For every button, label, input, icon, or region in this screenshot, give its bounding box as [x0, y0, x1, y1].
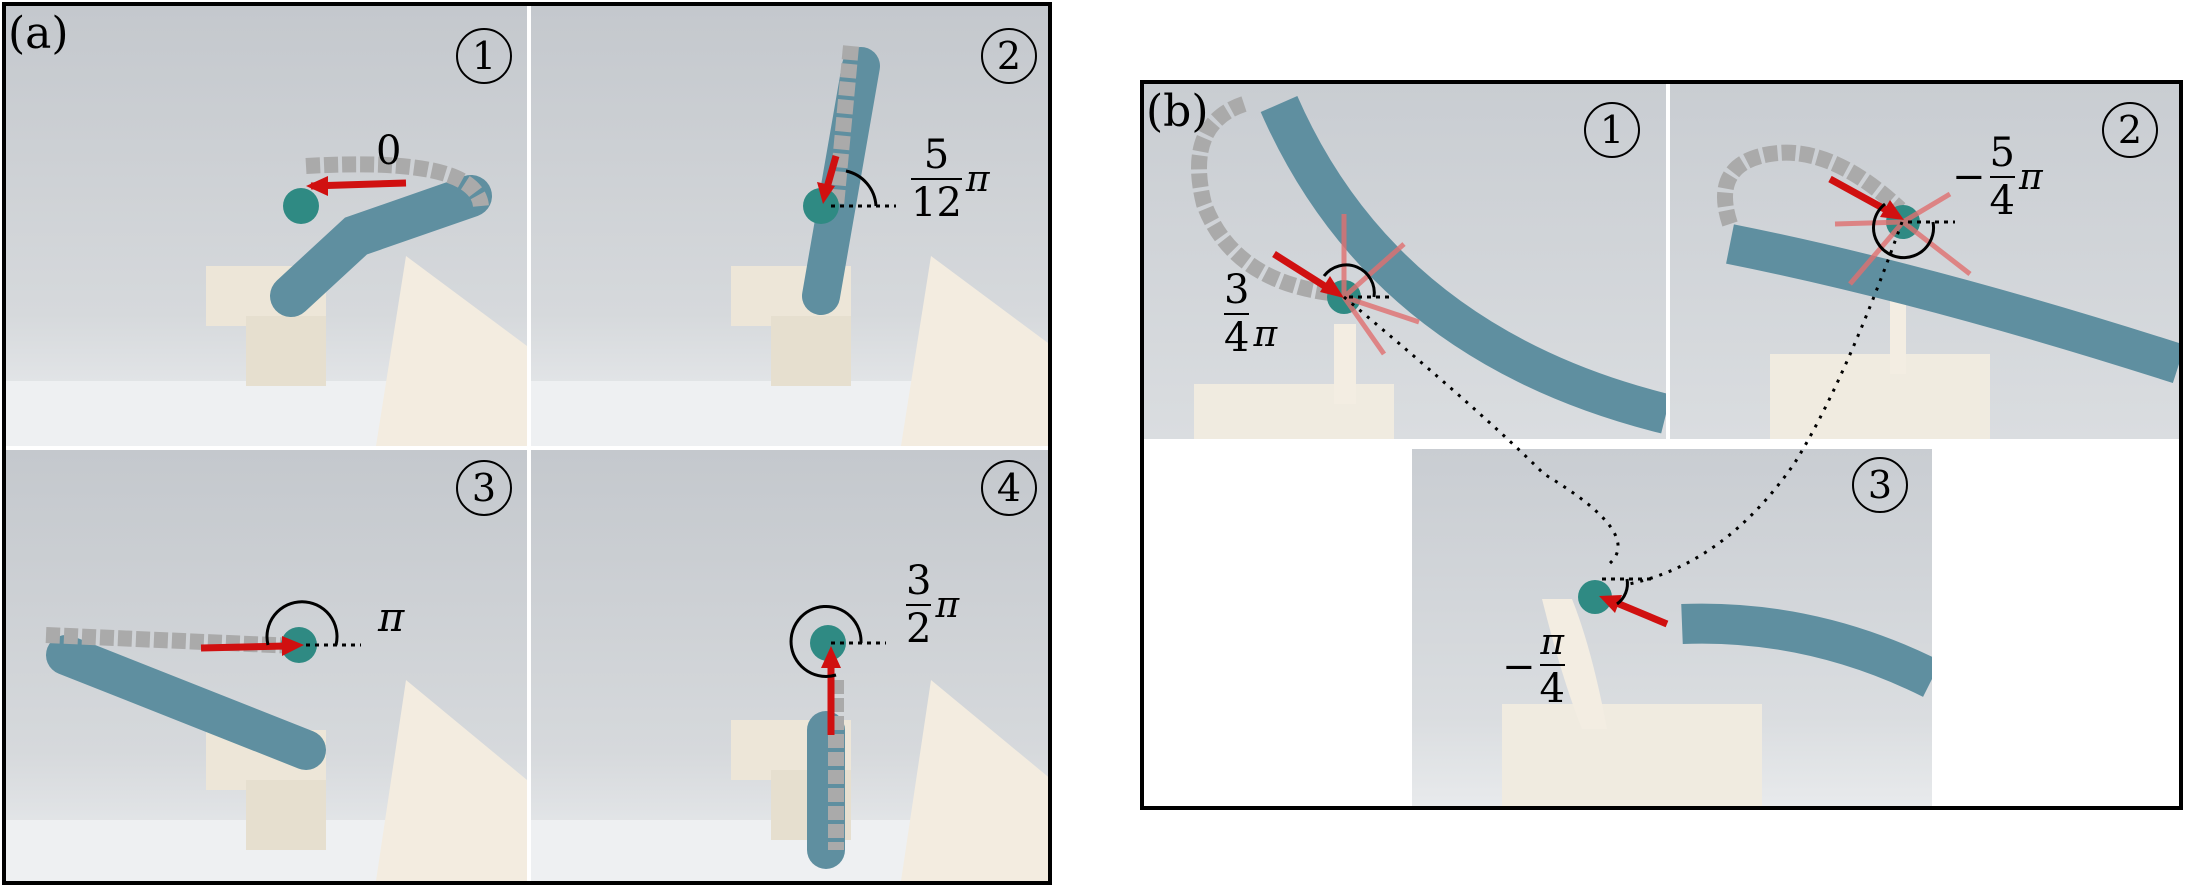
photo-b3-scene — [1502, 577, 1932, 806]
angle-sign-b2: − — [1952, 154, 1986, 200]
angle-pi-a4: π — [935, 584, 960, 626]
subpanel-number-b3: 3 — [1852, 457, 1908, 513]
angle-numerator-b1: 3 — [1224, 267, 1250, 313]
angle-label-b3: − π 4 — [1502, 624, 1565, 710]
trajectory-connectors — [1343, 221, 1904, 586]
divider-horizontal-a — [6, 446, 1048, 450]
angle-sign-b3: − — [1502, 643, 1536, 690]
photo-a2-scene — [531, 45, 1048, 446]
subpanel-number-a3: 3 — [456, 460, 512, 516]
angle-numerator-a2: 5 — [923, 132, 950, 178]
photo-a4-scene — [531, 605, 1048, 881]
photo-b1-scene — [1191, 95, 1666, 439]
subpanel-number-a2: 2 — [981, 28, 1037, 84]
angle-label-a4: 3 2 π — [906, 560, 959, 650]
photo-b3: 3 − π 4 — [1412, 449, 1932, 806]
angle-pi-b1: π — [1253, 313, 1278, 355]
angle-label-a1: 0 — [376, 128, 402, 174]
photo-a1: 1 0 — [6, 6, 527, 446]
photo-b2: 2 − 5 4 π — [1670, 84, 2179, 439]
angle-pi-a2: π — [965, 158, 990, 200]
angle-label-a2: 5 12 π — [911, 134, 990, 224]
angle-numerator-a4: 3 — [906, 558, 932, 604]
panel-label-a: (a) — [8, 8, 69, 59]
photo-a3-scene — [6, 600, 527, 881]
panel-a: 1 0 2 5 12 π — [2, 2, 1052, 885]
photo-a2: 2 5 12 π — [531, 6, 1048, 446]
angle-pi-b2: π — [2018, 156, 2043, 198]
subpanel-number-a4: 4 — [981, 460, 1037, 516]
photo-b1: 1 3 4 π — [1144, 84, 1666, 439]
angle-numerator-b3: π — [1540, 622, 1565, 663]
angle-denominator-a4: 2 — [906, 606, 932, 652]
angle-denominator-b2: 4 — [1989, 178, 2015, 224]
photo-a4: 4 3 2 π — [531, 450, 1048, 881]
photo-b2-scene — [1717, 144, 2179, 439]
angle-denominator-b1: 4 — [1224, 315, 1250, 361]
angle-label-b2: − 5 4 π — [1952, 132, 2043, 222]
divider-vertical-a — [527, 6, 531, 881]
panel-label-b: (b) — [1146, 86, 1209, 137]
angle-numerator-b2: 5 — [1989, 130, 2015, 176]
photo-a1-scene — [6, 156, 527, 446]
photo-a3: 3 π — [6, 450, 527, 881]
angle-denominator-a2: 12 — [911, 180, 962, 226]
angle-label-b1: 3 4 π — [1224, 269, 1277, 359]
subpanel-number-b1: 1 — [1584, 102, 1640, 158]
subpanel-number-b2: 2 — [2102, 102, 2158, 158]
panel-b: 1 3 4 π 2 − — [1140, 80, 2183, 810]
angle-denominator-b3: 4 — [1539, 665, 1565, 712]
subpanel-number-a1: 1 — [456, 28, 512, 84]
angle-label-a3: π — [378, 595, 405, 641]
